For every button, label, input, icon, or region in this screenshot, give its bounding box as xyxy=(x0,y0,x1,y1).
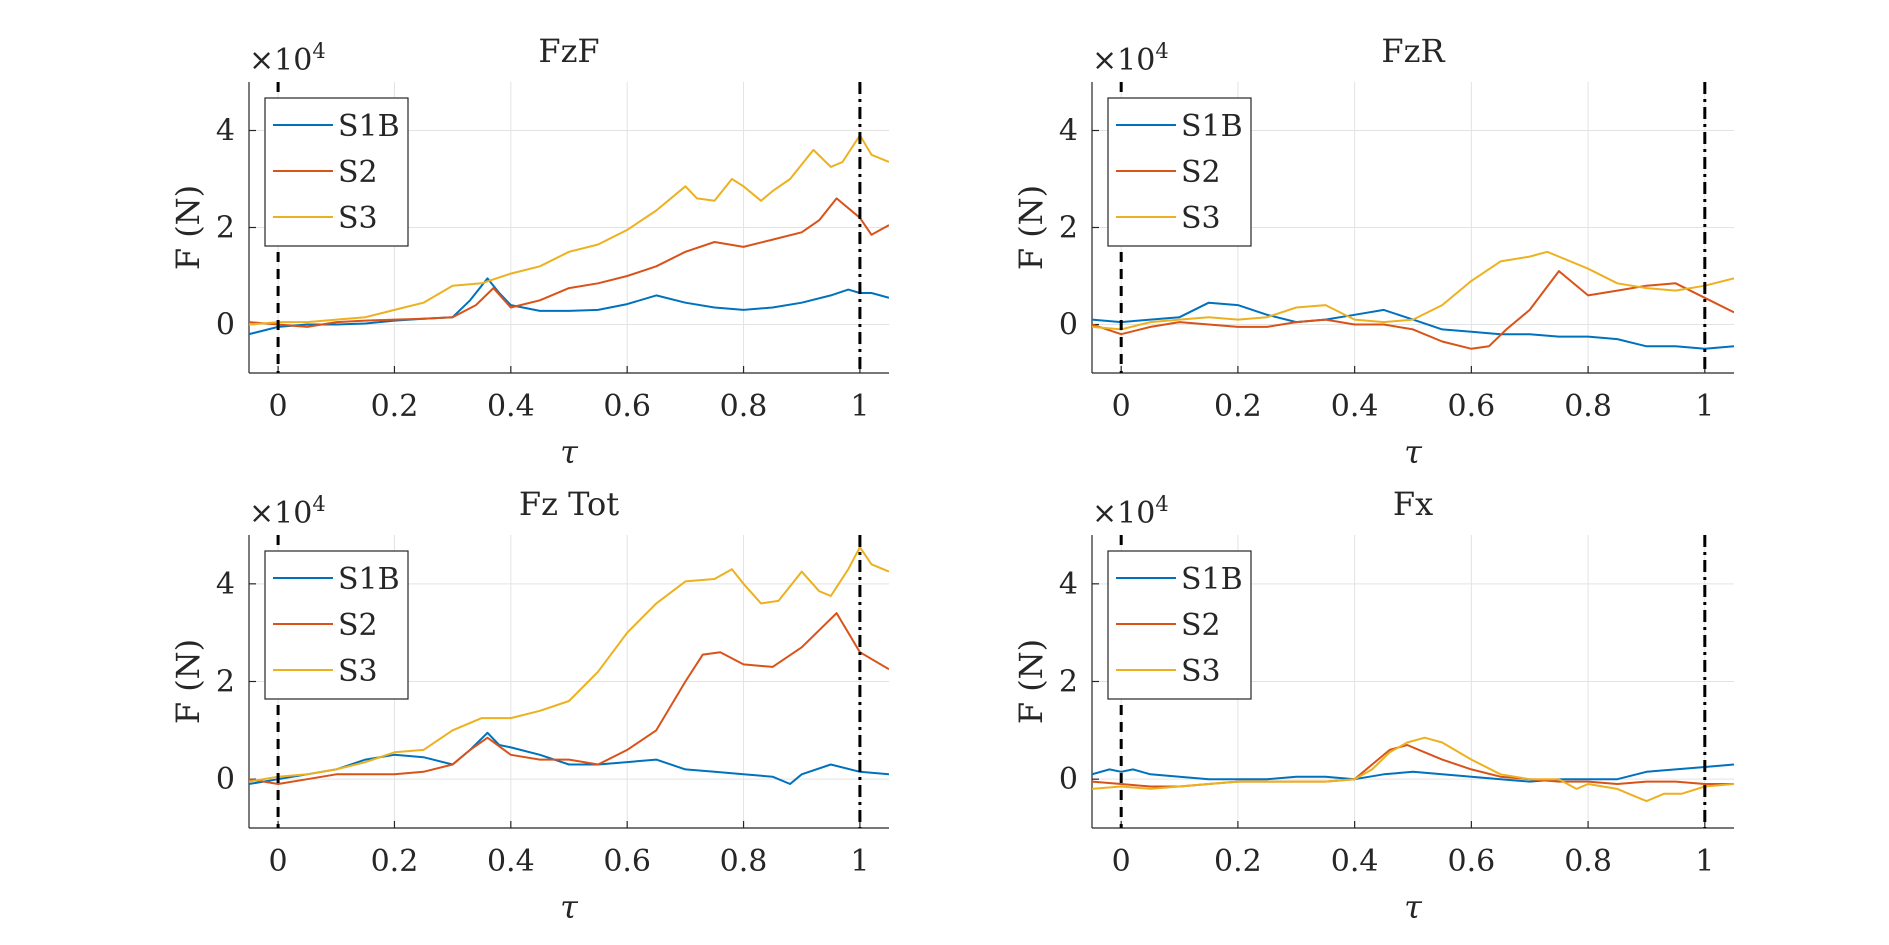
x-tick-label: 0 xyxy=(1112,389,1131,424)
axis-exponent-label: ×104 xyxy=(249,492,326,531)
chart-panel-2: 0 0.2 0.4 0.6 0.8 1 0 2 4 ×104 FzR τ F (N) S1B S2 S3 xyxy=(1012,32,1734,471)
y-tick-label: 4 xyxy=(1059,114,1078,149)
legend-label: S1B xyxy=(1181,109,1243,144)
legend-label: S1B xyxy=(338,109,400,144)
x-tick-label: 0.8 xyxy=(1564,844,1612,879)
series-line-S3 xyxy=(249,546,889,783)
x-tick-label: 0.8 xyxy=(720,389,768,424)
series-line-S3 xyxy=(249,134,889,326)
legend-label: S2 xyxy=(338,608,378,643)
chart-panel-1: 0 0.2 0.4 0.6 0.8 1 0 2 4 ×104 FzF τ F (N) S1B S2 S3 xyxy=(169,32,889,471)
series-line-S3 xyxy=(1092,250,1734,331)
x-axis-label: τ xyxy=(560,433,579,471)
x-tick-label: 0.6 xyxy=(603,389,651,424)
chart-title: Fx xyxy=(1393,485,1433,523)
legend-label: S3 xyxy=(338,654,378,689)
y-axis-label: F (N) xyxy=(169,185,207,270)
y-tick-label: 0 xyxy=(216,762,235,797)
x-tick-label: 0.4 xyxy=(487,389,535,424)
x-tick-label: 0.8 xyxy=(720,844,768,879)
axis-exponent-label: ×104 xyxy=(1092,492,1169,531)
series-line-S2 xyxy=(1092,744,1734,788)
series-line-S2 xyxy=(249,612,889,785)
x-tick-label: 0 xyxy=(269,389,288,424)
chart-title: FzF xyxy=(538,32,599,70)
x-tick-label: 0.4 xyxy=(487,844,535,879)
chart-title: FzR xyxy=(1381,32,1445,70)
series-line-S1B xyxy=(1092,763,1734,783)
x-axis-label: τ xyxy=(1404,433,1423,471)
chart-panel-3: 0 0.2 0.4 0.6 0.8 1 0 2 4 ×104 Fz Tot τ F (N) S1B S2 S3 xyxy=(169,485,889,926)
y-tick-label: 4 xyxy=(216,567,235,602)
series-line-S2 xyxy=(249,197,889,328)
x-tick-label: 1 xyxy=(850,389,869,424)
x-tick-label: 0.2 xyxy=(1214,844,1262,879)
x-tick-label: 0.6 xyxy=(1448,389,1496,424)
y-tick-label: 2 xyxy=(1059,211,1078,246)
series-line-S2 xyxy=(1092,270,1734,350)
series-line-S1B xyxy=(249,277,889,336)
chart-title: Fz Tot xyxy=(519,485,619,523)
y-tick-label: 4 xyxy=(216,114,235,149)
legend-label: S2 xyxy=(338,155,378,190)
legend-label: S3 xyxy=(338,201,378,236)
x-axis-label: τ xyxy=(560,888,579,926)
x-tick-label: 0.2 xyxy=(1214,389,1262,424)
legend-label: S2 xyxy=(1181,155,1221,190)
x-tick-label: 0 xyxy=(1112,844,1131,879)
y-axis-label: F (N) xyxy=(1012,185,1050,270)
legend-label: S1B xyxy=(1181,562,1243,597)
x-tick-label: 1 xyxy=(1695,389,1714,424)
y-tick-label: 0 xyxy=(1059,308,1078,343)
x-axis-label: τ xyxy=(1404,888,1423,926)
x-tick-label: 0.4 xyxy=(1331,389,1379,424)
x-tick-label: 1 xyxy=(1695,844,1714,879)
axis-exponent-label: ×104 xyxy=(1092,39,1169,78)
legend-label: S3 xyxy=(1181,201,1221,236)
y-axis-label: F (N) xyxy=(169,639,207,724)
x-tick-label: 0.6 xyxy=(1448,844,1496,879)
legend-label: S3 xyxy=(1181,654,1221,689)
x-tick-label: 0.2 xyxy=(371,844,419,879)
axis-exponent-label: ×104 xyxy=(249,39,326,78)
x-tick-label: 0.8 xyxy=(1564,389,1612,424)
y-tick-label: 2 xyxy=(216,665,235,700)
y-tick-label: 2 xyxy=(216,211,235,246)
series-line-S1B xyxy=(249,731,889,785)
y-tick-label: 4 xyxy=(1059,567,1078,602)
series-line-S1B xyxy=(1092,301,1734,350)
chart-panel-4: 0 0.2 0.4 0.6 0.8 1 0 2 4 ×104 Fx τ F (N) S1B S2 S3 xyxy=(1012,485,1734,926)
legend-label: S2 xyxy=(1181,608,1221,643)
series-line-S3 xyxy=(1092,736,1734,803)
y-tick-label: 0 xyxy=(216,308,235,343)
x-tick-label: 0 xyxy=(269,844,288,879)
x-tick-label: 0.2 xyxy=(371,389,419,424)
x-tick-label: 0.6 xyxy=(603,844,651,879)
x-tick-label: 0.4 xyxy=(1331,844,1379,879)
x-tick-label: 1 xyxy=(850,844,869,879)
y-tick-label: 0 xyxy=(1059,762,1078,797)
y-tick-label: 2 xyxy=(1059,665,1078,700)
y-axis-label: F (N) xyxy=(1012,639,1050,724)
legend-label: S1B xyxy=(338,562,400,597)
